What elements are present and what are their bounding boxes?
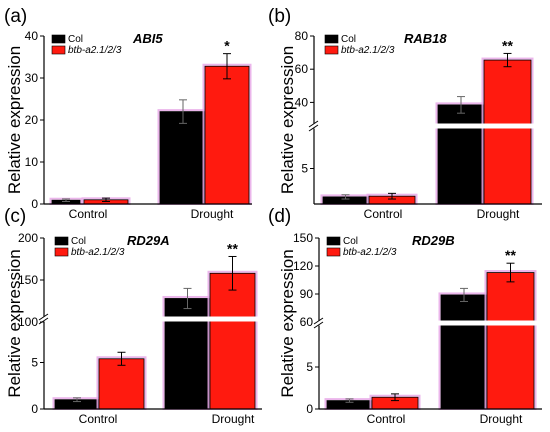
y-tick-label: 100 [18, 315, 38, 329]
legend-swatch [326, 236, 341, 246]
bar [486, 272, 535, 410]
legend-swatch [51, 45, 66, 55]
gene-title: RD29A [127, 233, 170, 248]
axis-break-slash [313, 321, 324, 329]
gene-title: RD29B [412, 233, 455, 248]
x-tick-label: Control [364, 207, 403, 221]
axis-break-gap [308, 123, 542, 129]
y-axis-label: Relative expression [5, 46, 24, 194]
legend-label: btb-a2.1/2/3 [71, 247, 125, 258]
bar [440, 294, 488, 410]
panel-letter: (c) [4, 206, 26, 227]
x-tick-label: Drought [480, 412, 523, 426]
gene-title: RAB18 [404, 31, 447, 46]
axis-break-slash [38, 313, 49, 321]
axis-break-slash [38, 317, 49, 325]
bar [483, 59, 532, 205]
legend-label: Col [71, 236, 86, 247]
panel-letter: (d) [268, 206, 291, 227]
y-tick-label: 60 [295, 62, 309, 76]
bar [164, 298, 211, 410]
axis-break-slash [308, 120, 319, 128]
y-tick-label: 5 [301, 162, 308, 176]
bar [204, 65, 250, 205]
axis-break-slash [308, 124, 319, 132]
panel-b: (b) Relative expression RAB18 Control Drough… [268, 6, 542, 221]
legend-label: Col [68, 34, 83, 45]
bar [209, 272, 256, 410]
legend-swatch [324, 34, 339, 44]
significance-marker: * [224, 38, 230, 54]
legend-label: btb-a2.1/2/3 [341, 45, 395, 56]
y-tick-label: 120 [293, 259, 313, 273]
legend-label: btb-a2.1/2/3 [68, 45, 122, 56]
y-tick-label: 80 [295, 29, 309, 43]
y-tick-label: 20 [25, 113, 39, 127]
y-tick-label: 200 [18, 231, 38, 245]
y-axis-label: Relative expression [278, 249, 297, 397]
significance-marker: ** [227, 240, 238, 256]
y-tick-label: 10 [25, 155, 39, 169]
y-tick-label: 150 [293, 231, 313, 245]
panel-c: (c) Relative expression RD29A Control Drough… [4, 206, 262, 426]
axis-break-gap [38, 316, 262, 322]
y-tick-label: 5 [306, 360, 313, 374]
gene-title: ABI5 [132, 31, 163, 46]
y-tick-label: 90 [300, 287, 314, 301]
x-tick-label: Control [79, 412, 118, 426]
x-tick-label: Drought [191, 207, 234, 221]
y-tick-label: 0 [31, 402, 38, 416]
y-tick-label: 60 [300, 315, 314, 329]
x-tick-label: Control [69, 207, 108, 221]
y-tick-label: 150 [18, 273, 38, 287]
y-tick-label: 0 [31, 197, 38, 211]
y-tick-label: 5 [31, 356, 38, 370]
y-tick-label: 0 [306, 402, 313, 416]
x-tick-label: Drought [212, 412, 255, 426]
legend-label: btb-a2.1/2/3 [343, 247, 397, 258]
y-tick-label: 40 [25, 29, 39, 43]
panel-a: (a) Relative expression ABI5 Control Drought… [4, 6, 252, 221]
panel-letter: (a) [4, 6, 27, 27]
legend-swatch [54, 236, 69, 246]
panel-d: (d) Relative expression RD29B Control Drough… [268, 206, 542, 426]
legend-swatch [51, 34, 66, 44]
legend-label: Col [341, 34, 356, 45]
legend-swatch [324, 45, 339, 55]
significance-marker: ** [502, 37, 513, 53]
y-tick-label: 40 [295, 95, 309, 109]
bar [98, 358, 145, 410]
legend-label: Col [343, 236, 358, 247]
bar [159, 111, 207, 205]
legend-swatch [54, 247, 69, 257]
bar [437, 104, 485, 205]
axis-break-slash [313, 317, 324, 325]
significance-marker: ** [505, 247, 516, 263]
y-tick-label: 30 [25, 71, 39, 85]
axis-break-gap [313, 320, 542, 326]
x-tick-label: Drought [477, 207, 520, 221]
x-tick-label: Control [367, 412, 406, 426]
panel-letter: (b) [268, 6, 291, 27]
legend-swatch [326, 247, 341, 257]
y-axis-label: Relative expression [278, 46, 297, 194]
y-axis-label: Relative expression [5, 249, 24, 397]
